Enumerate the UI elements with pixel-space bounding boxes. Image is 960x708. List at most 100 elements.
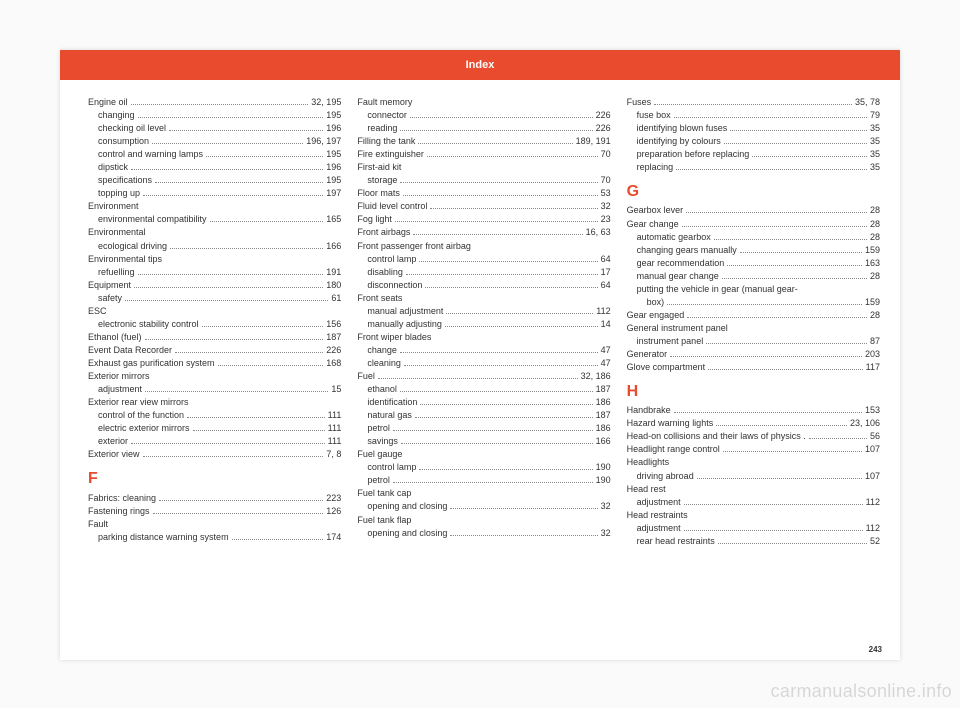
entry-page: 28 [870,204,880,217]
entry-page: 197 [326,187,341,200]
leader-dots [193,430,325,431]
entry-page: 190 [596,474,611,487]
leader-dots [727,265,862,266]
entry-page: 174 [326,531,341,544]
entry-label: manual gear change [637,270,719,283]
entry-label: manually adjusting [367,318,442,331]
leader-dots [410,117,593,118]
index-entry: Filling the tank189, 191 [357,135,610,148]
index-columns: Engine oil32, 195changing195checking oil… [60,80,900,660]
leader-dots [752,156,867,157]
leader-dots [152,143,303,144]
entry-label: dipstick [98,161,128,174]
entry-label: Head-on collisions and their laws of phy… [627,430,806,443]
entry-page: 163 [865,257,880,270]
index-entry: Exhaust gas purification system168 [88,357,341,370]
leader-dots [682,226,867,227]
leader-dots [400,391,593,392]
entry-page: 28 [870,270,880,283]
entry-label: Engine oil [88,96,128,109]
leader-dots [145,339,324,340]
entry-label: reading [367,122,397,135]
index-entry: Fog light23 [357,213,610,226]
entry-page: 195 [326,148,341,161]
entry-label: Environment [88,200,139,213]
index-entry: Head rest [627,483,880,496]
index-entry: preparation before replacing35 [627,148,880,161]
entry-page: 35 [870,161,880,174]
index-entry: putting the vehicle in gear (manual gear… [627,283,880,296]
index-entry: Gear change28 [627,218,880,231]
entry-label: Gear engaged [627,309,685,322]
entry-page: 23 [601,213,611,226]
index-entry: adjustment112 [627,522,880,535]
leader-dots [674,412,862,413]
index-entry: Equipment180 [88,279,341,292]
leader-dots [187,417,325,418]
entry-page: 32, 186 [581,370,611,383]
index-entry: Environmental [88,226,341,239]
entry-label: control of the function [98,409,184,422]
index-entry: electronic stability control156 [88,318,341,331]
index-entry: Fuel tank flap [357,514,610,527]
entry-label: Front airbags [357,226,410,239]
index-entry: safety61 [88,292,341,305]
entry-label: Hazard warning lights [627,417,714,430]
index-entry: Headlight range control107 [627,443,880,456]
leader-dots [420,404,592,405]
leader-dots [143,456,324,457]
leader-dots [667,304,862,305]
entry-label: Environmental tips [88,253,162,266]
entry-page: 32, 195 [311,96,341,109]
leader-dots [684,504,863,505]
entry-label: Front seats [357,292,402,305]
entry-label: Fault [88,518,108,531]
index-entry: exterior111 [88,435,341,448]
entry-page: 32 [601,527,611,540]
entry-page: 187 [596,383,611,396]
index-entry: driving abroad107 [627,470,880,483]
entry-label: adjustment [637,496,681,509]
index-entry: Fuel gauge [357,448,610,461]
leader-dots [138,117,324,118]
entry-label: Glove compartment [627,361,706,374]
index-entry: changing gears manually159 [627,244,880,257]
entry-page: 186 [596,422,611,435]
entry-page: 166 [326,240,341,253]
entry-page: 159 [865,296,880,309]
index-entry: identifying blown fuses35 [627,122,880,135]
index-entry: Exterior mirrors [88,370,341,383]
index-entry: disconnection64 [357,279,610,292]
leader-dots [730,130,867,131]
leader-dots [674,117,867,118]
leader-dots [670,356,862,357]
leader-dots [169,130,323,131]
entry-label: control and warning lamps [98,148,203,161]
entry-label: exterior [98,435,128,448]
leader-dots [697,478,862,479]
entry-label: putting the vehicle in gear (manual gear… [637,283,798,296]
entry-page: 70 [601,174,611,187]
index-entry: ecological driving166 [88,240,341,253]
leader-dots [403,195,598,196]
index-entry: fuse box79 [627,109,880,122]
index-entry: parking distance warning system174 [88,531,341,544]
entry-label: Fuel gauge [357,448,402,461]
index-entry: replacing35 [627,161,880,174]
leader-dots [206,156,323,157]
entry-page: 226 [596,122,611,135]
index-entry: adjustment112 [627,496,880,509]
entry-label: disconnection [367,279,422,292]
leader-dots [740,252,862,253]
entry-page: 187 [326,331,341,344]
entry-page: 195 [326,109,341,122]
index-entry: checking oil level196 [88,122,341,135]
leader-dots [395,221,598,222]
entry-label: Fluid level control [357,200,427,213]
entry-page: 226 [326,344,341,357]
entry-page: 126 [326,505,341,518]
index-entry: ESC [88,305,341,318]
index-entry: Gearbox lever28 [627,204,880,217]
entry-label: specifications [98,174,152,187]
entry-label: control lamp [367,461,416,474]
